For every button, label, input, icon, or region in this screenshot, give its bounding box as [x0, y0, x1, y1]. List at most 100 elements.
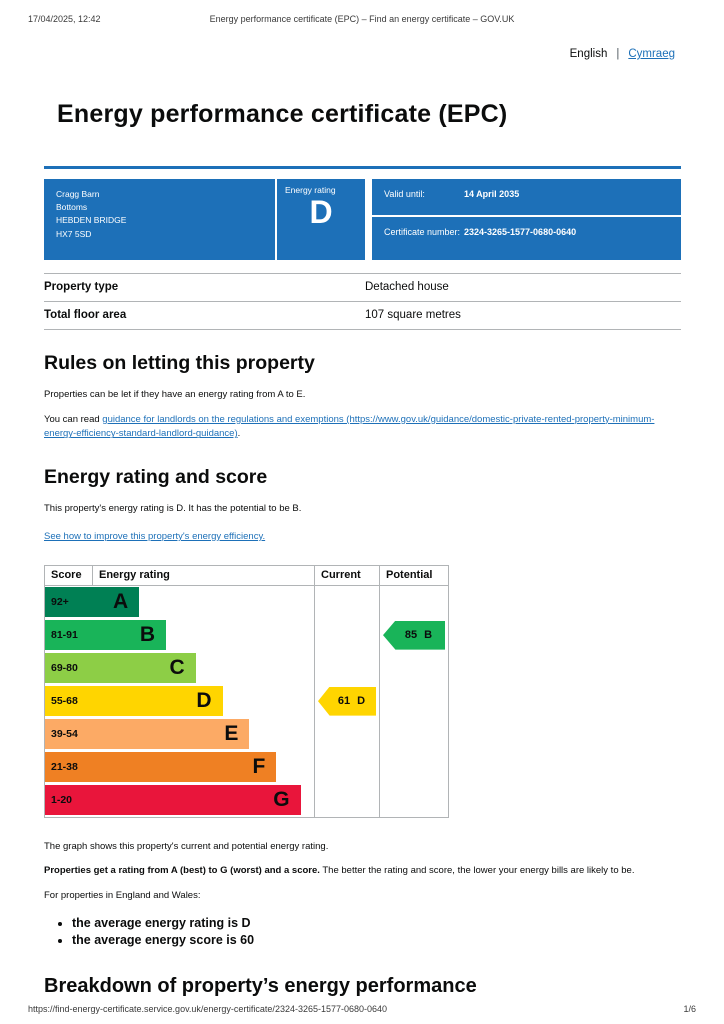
averages-intro-para: For properties in England and Wales: — [44, 890, 201, 902]
guidance-para: You can read guidance for landlords on t… — [44, 413, 681, 442]
current-cell — [314, 618, 379, 652]
property-fact-value: 107 square metres — [365, 309, 461, 321]
certificate-number-value: 2324-3265-1577-0680-0640 — [464, 227, 577, 237]
current-cell — [314, 750, 379, 784]
potential-rating-marker: 85 B — [383, 620, 445, 650]
band-letter: B — [139, 623, 156, 647]
current-rating-marker: 61 D — [318, 686, 376, 716]
band-area: 81-91 B — [45, 619, 314, 652]
epc-summary-box: Cragg Barn Bottoms HEBDEN BRIDGE HX7 5SD En… — [44, 179, 681, 260]
certificate-number-label: Certificate number: — [384, 227, 461, 237]
band-area: 55-68 D — [45, 685, 314, 718]
band-b: 81-91 B — [45, 619, 167, 650]
band-c: 69-80 C — [45, 652, 196, 683]
potential-cell — [379, 651, 448, 685]
potential-cell — [379, 684, 448, 718]
marker-letter: B — [424, 629, 433, 642]
band-letter: F — [252, 755, 266, 779]
band-letter: C — [169, 656, 185, 680]
average-list-item: the average energy rating is D — [72, 916, 681, 932]
certificate-number-row: Certificate number: 2324-3265-1577-0680-… — [372, 217, 681, 260]
property-fact-row: Property type Detached house — [44, 273, 681, 301]
valid-until-row: Valid until: 14 April 2035 — [372, 179, 681, 217]
current-cell — [314, 717, 379, 751]
band-a: 92+ A — [45, 586, 140, 617]
rating-summary-para: This property's energy rating is D. It h… — [44, 503, 302, 515]
band-score: 81-91 — [51, 628, 78, 641]
epc-chart: Score Energy rating Current Potential 92… — [44, 564, 449, 818]
guidance-suffix: . — [237, 428, 241, 440]
epc-chart-header: Score Energy rating Current Potential — [45, 565, 448, 586]
chart-body: 92+ A 81-91 B 85 B 69-80 C 55-68 D 61 D 39-54 E 21-38 F… — [45, 585, 448, 817]
chart-col-current: Current — [314, 565, 379, 585]
print-footer-url: https://find-energy-certificate.service.… — [28, 1004, 388, 1014]
band-d: 55-68 D — [45, 685, 223, 716]
property-fact-value: Detached house — [365, 281, 449, 293]
lang-cymraeg-link[interactable]: Cymraeg — [628, 48, 675, 60]
band-score: 55-68 — [51, 694, 78, 707]
band-score: 1-20 — [51, 793, 73, 806]
band-row-f: 21-38 F — [45, 750, 448, 784]
potential-cell — [379, 585, 448, 619]
potential-cell — [379, 783, 448, 817]
property-fact-label: Property type — [44, 281, 119, 293]
band-area: 21-38 F — [45, 751, 314, 784]
lang-english-label: English — [569, 48, 608, 60]
energy-rating-value: D — [309, 194, 333, 230]
print-header: 17/04/2025, 12:42 Energy performance cer… — [28, 14, 696, 24]
rules-para: Properties can be let if they have an en… — [44, 389, 306, 400]
summary-gap — [365, 179, 372, 260]
band-score: 69-80 — [51, 661, 78, 674]
marker-score: 61 — [337, 695, 351, 708]
marker-letter: D — [357, 695, 366, 708]
average-list-item: the average energy score is 60 — [72, 933, 681, 949]
current-cell — [314, 651, 379, 685]
current-cell: 61 D — [314, 684, 379, 718]
averages-list: the average energy rating is Dthe averag… — [44, 916, 681, 949]
landlord-guidance-link[interactable]: guidance for landlords on the regulation… — [44, 413, 655, 440]
band-letter: D — [196, 689, 212, 713]
potential-cell: 85 B — [379, 618, 448, 652]
certificate-details-box: Valid until: 14 April 2035 Certificate n… — [372, 179, 681, 260]
valid-until-value: 14 April 2035 — [464, 189, 520, 199]
breakdown-heading: Breakdown of property’s energy performan… — [44, 975, 477, 997]
improve-link-para: See how to improve this property's energ… — [44, 530, 681, 545]
energy-rating-box: Energy rating D — [277, 179, 365, 260]
blue-divider — [44, 166, 681, 169]
property-address: Cragg Barn Bottoms HEBDEN BRIDGE HX7 5SD — [44, 179, 277, 260]
band-row-d: 55-68 D 61 D — [45, 684, 448, 718]
language-switcher: English | Cymraeg — [44, 48, 681, 60]
band-row-a: 92+ A — [45, 585, 448, 619]
band-score: 21-38 — [51, 760, 78, 773]
print-page-title: Energy performance certificate (EPC) – F… — [209, 14, 515, 24]
address-line: Cragg Barn — [56, 189, 100, 199]
band-row-c: 69-80 C — [45, 651, 448, 685]
band-score: 92+ — [51, 595, 69, 608]
address-line: Bottoms — [56, 202, 88, 213]
energy-rating-label: Energy rating — [285, 185, 336, 195]
potential-cell — [379, 717, 448, 751]
guidance-prefix: You can read — [44, 413, 103, 425]
marker-score: 85 — [404, 629, 418, 642]
property-fact-label: Total floor area — [44, 309, 127, 321]
page-title: Energy performance certificate (EPC) — [57, 100, 508, 128]
chart-col-potential: Potential — [379, 565, 448, 585]
rules-heading: Rules on letting this property — [44, 352, 315, 374]
property-fact-row: Total floor area 107 square metres — [44, 301, 681, 330]
graph-note-para: The graph shows this property's current … — [44, 840, 329, 852]
band-row-b: 81-91 B 85 B — [45, 618, 448, 652]
band-area: 69-80 C — [45, 652, 314, 685]
band-row-g: 1-20 G — [45, 783, 448, 817]
property-facts-table: Property type Detached house Total floor a… — [44, 273, 681, 330]
rating-explainer-rest: The better the rating and score, the low… — [319, 865, 635, 877]
print-footer: https://find-energy-certificate.service.… — [28, 1004, 696, 1014]
print-datetime: 17/04/2025, 12:42 — [28, 14, 101, 24]
band-letter: G — [273, 788, 290, 812]
band-letter: E — [224, 722, 239, 746]
current-cell — [314, 783, 379, 817]
chart-col-score: Score — [51, 569, 82, 582]
improve-efficiency-link[interactable]: See how to improve this property's energ… — [44, 530, 266, 542]
address-line: HX7 5SD — [56, 228, 92, 239]
rating-explainer-para: Properties get a rating from A (best) to… — [44, 864, 681, 879]
